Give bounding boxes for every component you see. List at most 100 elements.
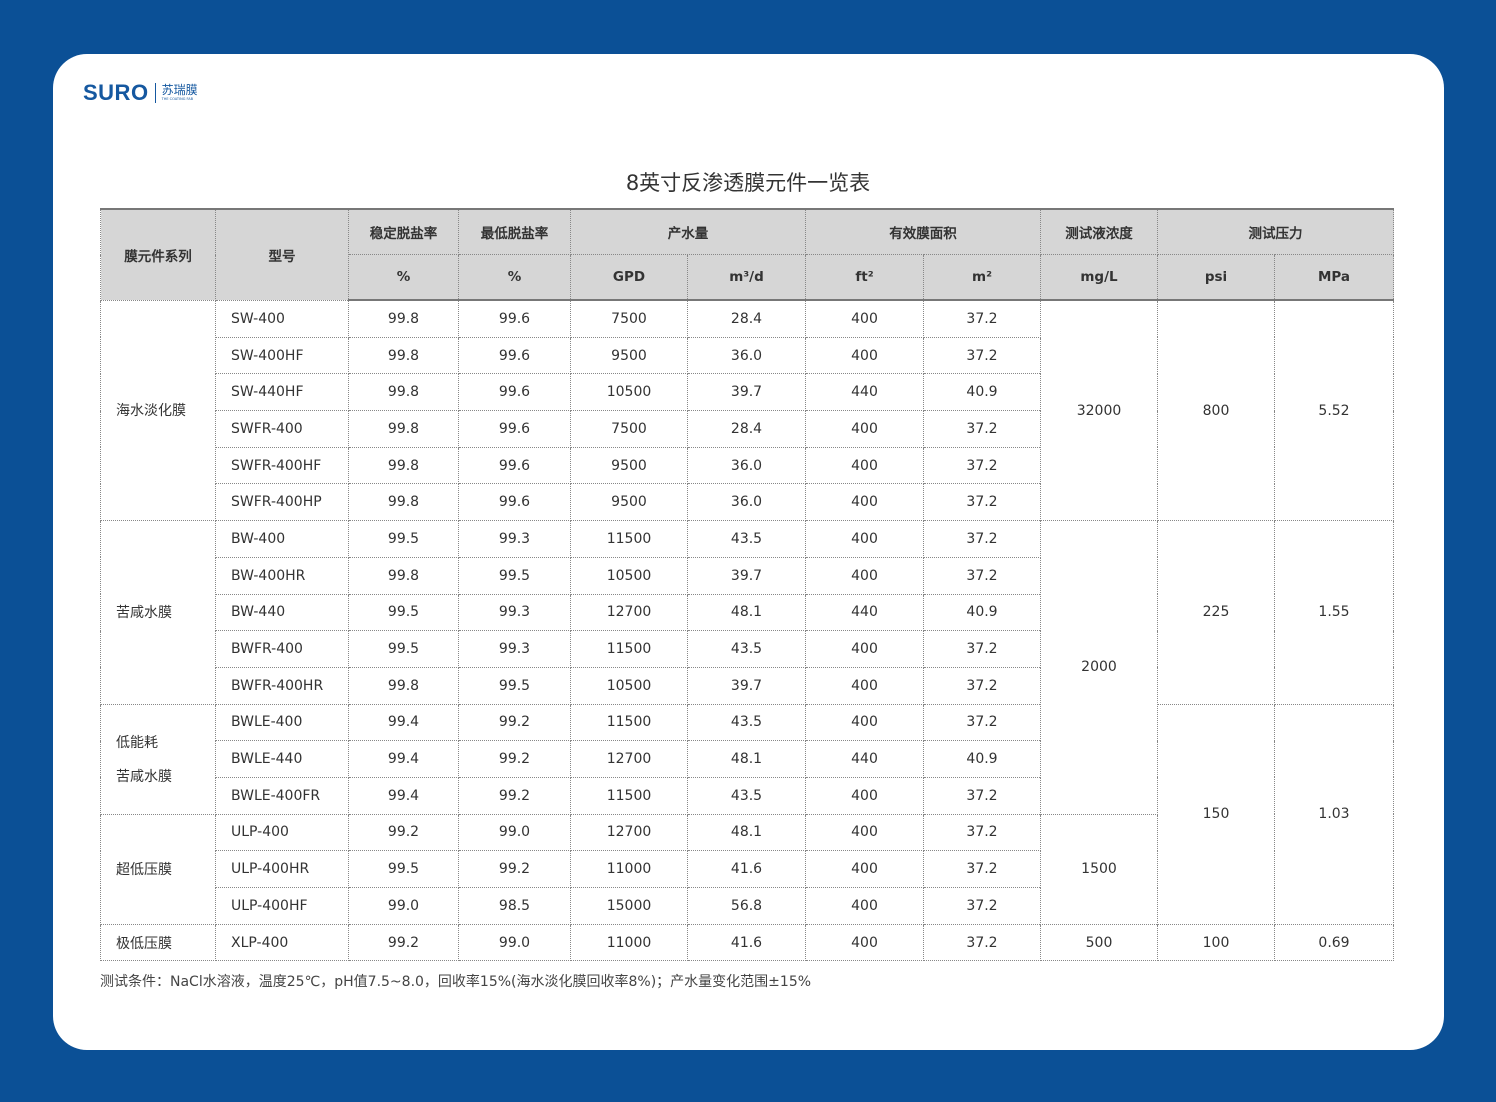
model-cell: SWFR-400HP bbox=[215, 483, 349, 522]
min-rejection-cell: 99.2 bbox=[458, 776, 571, 815]
min-rejection-cell: 99.3 bbox=[458, 593, 571, 632]
unit-header: % bbox=[348, 254, 459, 301]
header-flow: 产水量 bbox=[570, 208, 806, 255]
min-rejection-cell: 99.5 bbox=[458, 666, 571, 705]
stable-rejection-cell: 99.2 bbox=[348, 813, 459, 852]
series-label: 苦咸水膜 bbox=[116, 769, 172, 786]
model-cell: BWFR-400HR bbox=[215, 666, 349, 705]
stable-rejection-cell: 99.0 bbox=[348, 887, 459, 925]
min-rejection-cell: 99.3 bbox=[458, 520, 571, 558]
flow-gpd-cell: 10500 bbox=[570, 666, 688, 705]
area-ft2-cell: 400 bbox=[805, 666, 924, 705]
flow-gpd-cell: 10500 bbox=[570, 373, 688, 412]
series-cell: 超低压膜 bbox=[100, 813, 216, 925]
table-row: SWFR-400HP 99.8 99.6 9500 36.0 400 37.2 bbox=[101, 483, 1394, 522]
area-ft2-cell: 400 bbox=[805, 850, 924, 888]
stable-rejection-cell: 99.8 bbox=[348, 373, 459, 412]
stable-rejection-cell: 99.4 bbox=[348, 740, 459, 778]
header-area: 有效膜面积 bbox=[805, 208, 1041, 255]
table-row: 极低压膜 XLP-400 99.2 99.0 11000 41.6 400 37.2 500 10… bbox=[100, 923, 1394, 962]
flow-gpd-cell: 11000 bbox=[570, 850, 688, 888]
model-cell: BWLE-400 bbox=[215, 703, 349, 742]
stable-rejection-cell: 99.8 bbox=[348, 483, 459, 522]
model-cell: SW-440HF bbox=[215, 373, 349, 412]
pressure-mpa-cell: 5.52 bbox=[1274, 299, 1394, 522]
stable-rejection-cell: 99.8 bbox=[348, 336, 459, 375]
flow-m3d-cell: 48.1 bbox=[687, 593, 806, 632]
table-row: BWLE-400FR 99.4 99.2 11500 43.5 400 37.2 bbox=[101, 776, 1394, 815]
flow-gpd-cell: 7500 bbox=[570, 410, 688, 448]
min-rejection-cell: 99.6 bbox=[458, 410, 571, 448]
area-m2-cell: 40.9 bbox=[923, 373, 1041, 412]
area-m2-cell: 37.2 bbox=[923, 520, 1041, 558]
model-cell: SWFR-400 bbox=[215, 410, 349, 448]
area-ft2-cell: 400 bbox=[805, 446, 924, 485]
flow-m3d-cell: 43.5 bbox=[687, 703, 806, 742]
pressure-psi-cell: 150 bbox=[1157, 703, 1275, 925]
model-cell: BWFR-400 bbox=[215, 630, 349, 668]
area-ft2-cell: 400 bbox=[805, 776, 924, 815]
area-ft2-cell: 400 bbox=[805, 410, 924, 448]
series-label: 苦咸水膜 bbox=[116, 605, 172, 622]
series-label: 海水淡化膜 bbox=[116, 403, 186, 420]
unit-header: m³/d bbox=[687, 254, 806, 301]
table-row: 低能耗 苦咸水膜 BWLE-400 99.4 99.2 11500 43.5 400 37.2 1… bbox=[100, 703, 1394, 925]
model-cell: SW-400HF bbox=[215, 336, 349, 375]
area-m2-cell: 37.2 bbox=[923, 410, 1041, 448]
pressure-psi-cell: 100 bbox=[1157, 923, 1275, 962]
stable-rejection-cell: 99.4 bbox=[348, 703, 459, 742]
min-rejection-cell: 99.6 bbox=[458, 336, 571, 375]
suro-logo: SURO 苏瑞膜 THE COATING FAB bbox=[83, 80, 198, 106]
unit-header: psi bbox=[1157, 254, 1275, 301]
flow-m3d-cell: 41.6 bbox=[687, 850, 806, 888]
area-m2-cell: 37.2 bbox=[923, 850, 1041, 888]
stable-rejection-cell: 99.8 bbox=[348, 556, 459, 595]
area-m2-cell: 37.2 bbox=[923, 666, 1041, 705]
area-ft2-cell: 400 bbox=[805, 887, 924, 925]
table-row: ULP-400HR 99.5 99.2 11000 41.6 400 37.2 bbox=[101, 850, 1394, 888]
logo-chinese: 苏瑞膜 bbox=[161, 83, 198, 97]
flow-gpd-cell: 11000 bbox=[570, 923, 688, 962]
area-ft2-cell: 400 bbox=[805, 336, 924, 375]
flow-m3d-cell: 41.6 bbox=[687, 923, 806, 962]
flow-m3d-cell: 43.5 bbox=[687, 630, 806, 668]
area-m2-cell: 37.2 bbox=[923, 556, 1041, 595]
table-row: BW-440 99.5 99.3 12700 48.1 440 40.9 bbox=[101, 593, 1394, 632]
series-label: 超低压膜 bbox=[116, 862, 172, 879]
table-row: SW-400HF 99.8 99.6 9500 36.0 400 37.2 bbox=[101, 336, 1394, 375]
table-row: 海水淡化膜 SW-400 99.8 99.6 7500 28.4 400 37.2 32000 8… bbox=[100, 299, 1394, 522]
model-cell: ULP-400HR bbox=[215, 850, 349, 888]
model-cell: XLP-400 bbox=[215, 923, 349, 962]
area-m2-cell: 37.2 bbox=[923, 703, 1041, 742]
flow-gpd-cell: 10500 bbox=[570, 556, 688, 595]
model-cell: ULP-400 bbox=[215, 813, 349, 852]
area-m2-cell: 37.2 bbox=[923, 483, 1041, 522]
area-m2-cell: 37.2 bbox=[923, 446, 1041, 485]
min-rejection-cell: 99.2 bbox=[458, 740, 571, 778]
pressure-mpa-cell: 1.55 bbox=[1274, 520, 1394, 705]
header-series: 膜元件系列 bbox=[100, 208, 216, 301]
pressure-mpa-cell: 0.69 bbox=[1274, 923, 1394, 962]
table-row: BW-400HR 99.8 99.5 10500 39.7 400 37.2 bbox=[101, 556, 1394, 595]
pressure-psi-cell: 800 bbox=[1157, 299, 1275, 522]
area-ft2-cell: 400 bbox=[805, 299, 924, 338]
area-m2-cell: 37.2 bbox=[923, 813, 1041, 852]
area-ft2-cell: 400 bbox=[805, 556, 924, 595]
pressure-mpa-cell: 1.03 bbox=[1274, 703, 1394, 925]
flow-gpd-cell: 11500 bbox=[570, 630, 688, 668]
flow-m3d-cell: 28.4 bbox=[687, 410, 806, 448]
stable-rejection-cell: 99.8 bbox=[348, 446, 459, 485]
flow-m3d-cell: 48.1 bbox=[687, 740, 806, 778]
logo-divider bbox=[154, 83, 156, 103]
unit-header: ft² bbox=[805, 254, 924, 301]
table-row: BWFR-400 99.5 99.3 11500 43.5 400 37.2 bbox=[101, 630, 1394, 668]
logo-tagline: THE COATING FAB bbox=[161, 97, 194, 101]
area-ft2-cell: 400 bbox=[805, 520, 924, 558]
flow-gpd-cell: 9500 bbox=[570, 483, 688, 522]
area-m2-cell: 37.2 bbox=[923, 336, 1041, 375]
min-rejection-cell: 99.6 bbox=[458, 483, 571, 522]
flow-m3d-cell: 36.0 bbox=[687, 483, 806, 522]
unit-header: MPa bbox=[1274, 254, 1394, 301]
table-row: SW-440HF 99.8 99.6 10500 39.7 440 40.9 bbox=[101, 373, 1394, 412]
min-rejection-cell: 98.5 bbox=[458, 887, 571, 925]
